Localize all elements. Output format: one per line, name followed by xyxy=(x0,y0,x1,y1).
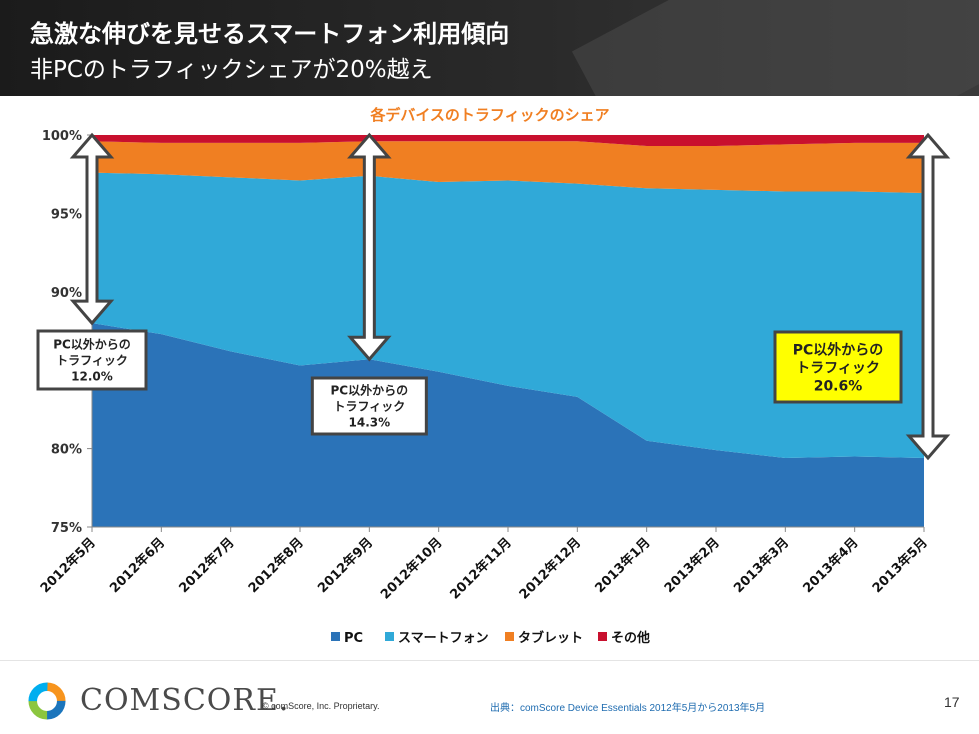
x-tick-label: 2013年5月 xyxy=(869,535,931,597)
legend-label: PC xyxy=(344,631,363,646)
x-tick-label: 2013年3月 xyxy=(730,535,792,597)
y-tick-label: 100% xyxy=(42,129,82,144)
annotation-box-3-line: 20.6% xyxy=(814,378,863,394)
source-text: 出典：comScore Device Essentials 2012年5月から2… xyxy=(490,703,766,714)
comscore-logo-icon xyxy=(28,682,66,720)
slide-title: 急激な伸びを見せるスマートフォン利用傾向 xyxy=(30,20,510,48)
comscore-wordmark: COMSCORE. xyxy=(80,683,290,718)
slide-header: 急激な伸びを見せるスマートフォン利用傾向 非PCのトラフィックシェアが20%越え xyxy=(0,0,979,96)
legend-label: その他 xyxy=(611,630,650,646)
copyright-text: © comScore, Inc. Proprietary. xyxy=(262,701,380,711)
slide-subtitle: 非PCのトラフィックシェアが20%越え xyxy=(30,57,433,83)
x-tick-label: 2012年11月 xyxy=(447,535,515,603)
header-decoration xyxy=(571,0,979,96)
legend-label: タブレット xyxy=(518,630,583,646)
legend-label: スマートフォン xyxy=(398,631,489,646)
x-tick-label: 2012年10月 xyxy=(377,535,445,603)
y-tick-label: 80% xyxy=(51,443,82,458)
x-tick-label: 2013年2月 xyxy=(661,535,723,597)
annotation-box-3-line: トラフィック xyxy=(796,360,880,376)
x-tick-label: 2013年4月 xyxy=(800,535,862,597)
annotation-box-2-line: 14.3% xyxy=(349,416,391,430)
x-tick-label: 2013年1月 xyxy=(592,535,654,597)
annotation-box-1-line: PC以外からの xyxy=(53,337,131,352)
chart-title: 各デバイスのトラフィックのシェア xyxy=(369,106,609,124)
annotation-box-2-line: トラフィック xyxy=(333,400,405,414)
area-スマートフォン xyxy=(92,172,924,459)
traffic-arrow-3 xyxy=(905,132,951,461)
annotation-box-1-line: 12.0% xyxy=(71,370,113,384)
x-tick-label: 2012年6月 xyxy=(106,535,168,597)
traffic-share-chart: 各デバイスのトラフィックのシェア 75%80%85%90%95%100%2012… xyxy=(36,106,951,646)
x-tick-label: 2012年9月 xyxy=(314,535,376,597)
legend-swatch xyxy=(331,632,340,641)
annotation-box-1-line: トラフィック xyxy=(56,354,128,368)
area-PC xyxy=(92,323,924,527)
annotation-box-2-line: PC以外からの xyxy=(331,383,409,398)
page-number: 17 xyxy=(944,694,960,710)
traffic-arrow-2 xyxy=(347,132,392,362)
annotation-box-1 xyxy=(36,329,148,391)
legend-swatch xyxy=(598,632,607,641)
area-その他 xyxy=(92,135,924,146)
annotation-box-3 xyxy=(773,330,903,404)
y-tick-label: 75% xyxy=(51,521,82,536)
y-tick-label: 90% xyxy=(51,286,82,301)
x-tick-label: 2012年7月 xyxy=(176,535,238,597)
x-tick-label: 2012年5月 xyxy=(37,535,99,597)
footer-divider xyxy=(0,660,979,661)
x-tick-label: 2012年12月 xyxy=(516,535,584,603)
area-タブレット xyxy=(92,141,924,194)
traffic-arrow-1 xyxy=(69,132,115,326)
annotation-box-3-line: PC以外からの xyxy=(793,341,884,358)
y-tick-label: 95% xyxy=(51,207,82,222)
legend-swatch xyxy=(505,632,514,641)
annotation-box-2 xyxy=(310,376,428,436)
x-tick-label: 2012年8月 xyxy=(245,535,307,597)
legend-swatch xyxy=(385,632,394,641)
